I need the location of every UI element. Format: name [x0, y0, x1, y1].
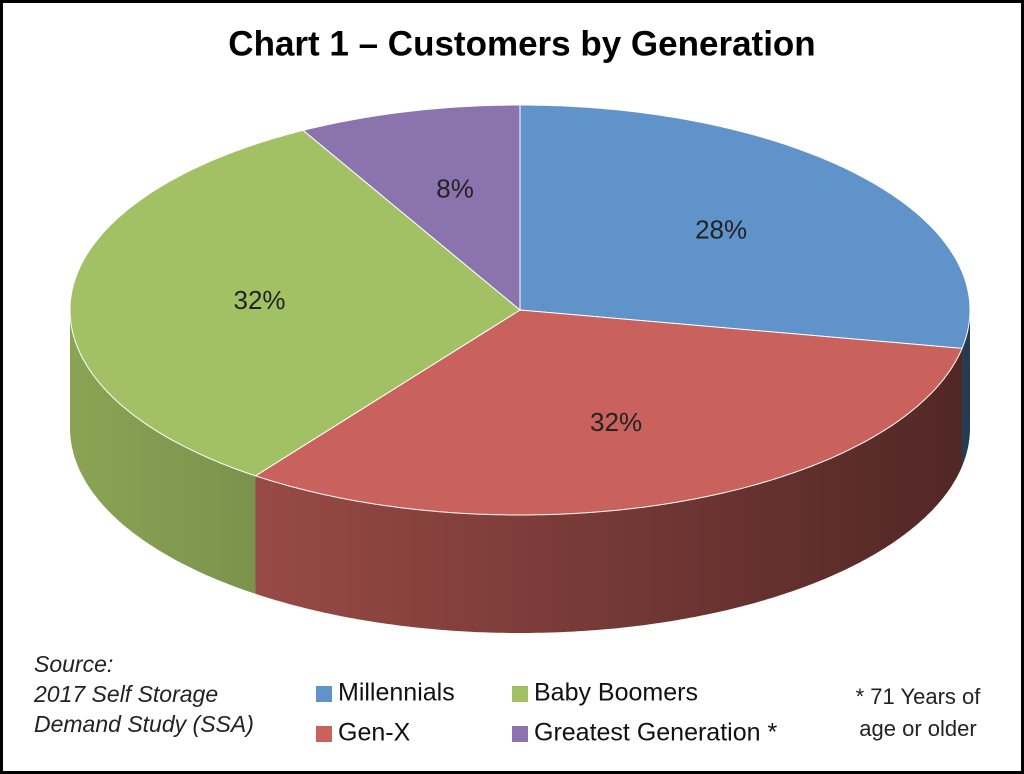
data-label: 32%	[590, 407, 642, 437]
legend-label: Millennials	[338, 679, 455, 707]
legend-label: Gen-X	[338, 719, 411, 747]
legend-swatch	[512, 686, 528, 702]
slice	[254, 309, 963, 516]
footnote: * 71 Years of	[856, 684, 982, 709]
legend-swatch	[316, 726, 332, 742]
data-label: 32%	[233, 285, 285, 315]
footnote: age or older	[859, 716, 976, 741]
legend-swatch	[316, 686, 332, 702]
legend-label: Greatest Generation *	[534, 719, 777, 747]
source-note: Demand Study (SSA)	[34, 711, 254, 737]
legend-swatch	[512, 726, 528, 742]
source-note: Source:	[34, 651, 113, 677]
source-note: 2017 Self Storage	[33, 681, 218, 707]
data-label: 28%	[695, 214, 747, 244]
slice	[69, 129, 521, 477]
slice-side	[255, 348, 962, 633]
legend-label: Baby Boomers	[534, 679, 698, 707]
slice	[519, 104, 971, 349]
data-label: 8%	[436, 174, 474, 204]
chart-title: Chart 1 – Customers by Generation	[228, 24, 815, 63]
slice-side	[70, 310, 256, 594]
slice	[302, 104, 521, 312]
slice-side	[962, 310, 970, 467]
